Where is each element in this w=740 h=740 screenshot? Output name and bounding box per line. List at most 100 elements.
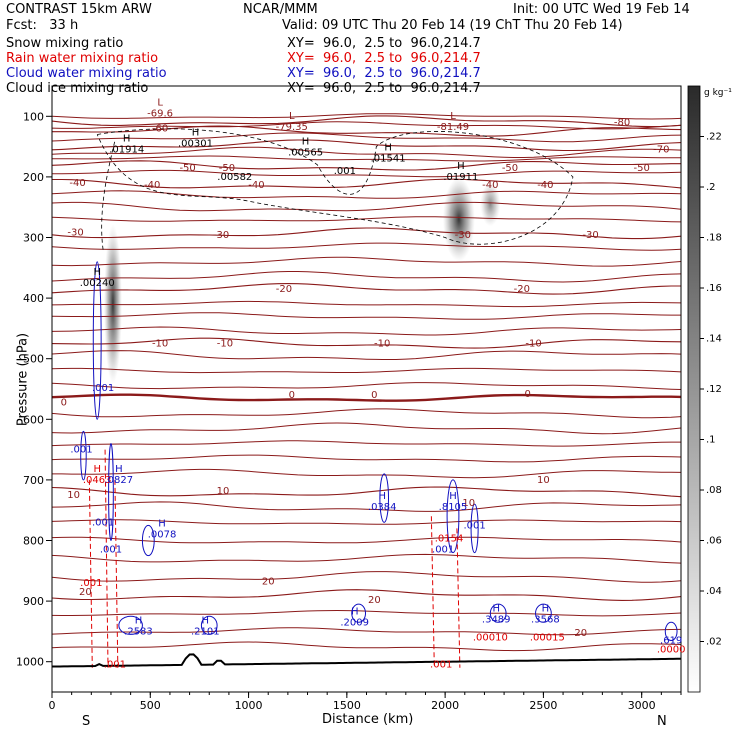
isotherm-label: -60 [152, 123, 168, 134]
isotherm-label: 10 [537, 475, 550, 486]
extremum-letter: H [158, 518, 166, 529]
colorbar-tick-label: .04 [706, 586, 722, 597]
extremum-value: .00582 [217, 172, 252, 183]
field-name-rain: Rain water mixing ratio [6, 51, 159, 66]
isotherm-line [52, 300, 681, 308]
isotherm-line [52, 216, 681, 223]
x-tick-label: 3000 [628, 699, 656, 712]
extremum-letter: H [351, 606, 359, 617]
isotherm-line [52, 468, 681, 479]
isotherm-line [52, 571, 681, 583]
extremum-value: .001 [334, 166, 356, 177]
extremum-letter: H [202, 615, 210, 626]
isotherm-label: -20 [276, 284, 292, 295]
colorbar-tick-label: .1 [706, 435, 716, 446]
y-tick-label: 400 [23, 292, 44, 305]
extremum-letter: H [457, 161, 465, 172]
extremum-value: .001 [463, 520, 485, 531]
isotherm-label: 0 [289, 390, 295, 401]
isotherm-label: 10 [217, 486, 230, 497]
rain-water-contour [430, 516, 435, 668]
isotherm-level-line [52, 486, 681, 498]
isotherm-label: 10 [67, 490, 80, 501]
isotherm-label: 20 [368, 595, 381, 606]
extremum-letter: L [289, 111, 295, 122]
isotherm-line [52, 536, 681, 544]
isotherm-label: -10 [374, 339, 390, 350]
north-label: N [657, 714, 667, 729]
extremum-letter: H [115, 464, 123, 475]
isotherm-line [52, 627, 681, 636]
south-label: S [82, 714, 91, 729]
colorbar-tick-label: .08 [706, 485, 722, 496]
cloud-water-contour [379, 473, 390, 523]
y-tick-label: 800 [23, 535, 44, 548]
colorbar-tick-label: .18 [706, 233, 722, 244]
cloud-ice-contour [96, 128, 574, 245]
isotherm-label: 0 [524, 389, 530, 400]
isotherm-label: -20 [514, 284, 530, 295]
y-tick-label: 300 [23, 232, 44, 245]
colorbar-tick-label: .2 [706, 182, 716, 193]
isotherm-line [52, 367, 681, 374]
extremum-value: .00010 [473, 632, 508, 643]
colorbar-tick-label: .14 [706, 334, 722, 345]
extremum-letter: H [135, 615, 143, 626]
colorbar-tick-label: .22 [706, 132, 722, 143]
isotherm-line [52, 501, 681, 512]
extremum-letter: H [123, 134, 131, 145]
extremum-letter: H [384, 143, 392, 154]
extremum-value: .2101 [191, 626, 220, 637]
plot-frame [51, 85, 682, 693]
cloud-water-contour [535, 603, 552, 623]
isotherm-line [52, 326, 681, 336]
isotherm-label: -50 [502, 163, 518, 174]
colorbar-tick-label: .02 [706, 637, 722, 648]
isotherm-line [52, 350, 681, 360]
colorbar-tick-label: .06 [706, 536, 722, 547]
y-tick-label: 100 [23, 110, 44, 123]
y-tick-label: 600 [23, 413, 44, 426]
isotherm-line [52, 382, 681, 390]
isotherm-level-line [52, 283, 681, 295]
valid-time: Valid: 09 UTC Thu 20 Feb 14 (19 ChT Thu … [282, 18, 623, 33]
extremum-value: .00565 [288, 148, 323, 159]
isotherm-line [52, 169, 681, 178]
isotherm-line [52, 271, 681, 283]
isotherm-line [52, 408, 681, 419]
x-tick-label: 2000 [431, 699, 459, 712]
rain-water-contour [456, 528, 461, 668]
extremum-value: -79.35 [276, 122, 308, 133]
isotherm-level-line [52, 178, 681, 189]
isotherm-line [52, 553, 681, 564]
extremum-value: .00301 [178, 139, 213, 150]
x-tick-label: 2500 [529, 699, 557, 712]
extremum-value: .001 [92, 517, 114, 528]
cloud-water-contour [351, 603, 367, 623]
extremum-value: .0463 [83, 475, 112, 486]
colorbar-tick-label: .12 [706, 384, 722, 395]
extremum-value: -69.6 [147, 108, 173, 119]
extremum-letter: H [449, 491, 457, 502]
isotherm-label: 20 [574, 628, 587, 639]
extremum-value: .01911 [443, 172, 478, 183]
field-xy-cloud-ice: XY= 96.0, 2.5 to 96.0,214.7 [287, 81, 481, 96]
field-name-snow: Snow mixing ratio [6, 36, 124, 51]
extremum-value: .001 [430, 660, 452, 671]
rain-water-contour [114, 479, 119, 668]
isotherm-label: -10 [525, 339, 541, 350]
isotherm-label: -10 [217, 339, 233, 350]
isotherm-label: -30 [213, 230, 229, 241]
extremum-value: .001 [104, 660, 126, 671]
isotherm-line [52, 242, 681, 251]
isotherm-level-line [52, 227, 681, 240]
isotherm-label: -50 [634, 163, 650, 174]
x-tick-label: 1000 [235, 699, 263, 712]
x-axis-label: Distance (km) [322, 712, 414, 727]
x-tick-label: 1500 [333, 699, 361, 712]
isotherm-level-line [52, 160, 681, 171]
isotherm-line [52, 190, 681, 199]
extremum-value: .0384 [368, 502, 397, 513]
isotherm-level-line [52, 337, 681, 349]
